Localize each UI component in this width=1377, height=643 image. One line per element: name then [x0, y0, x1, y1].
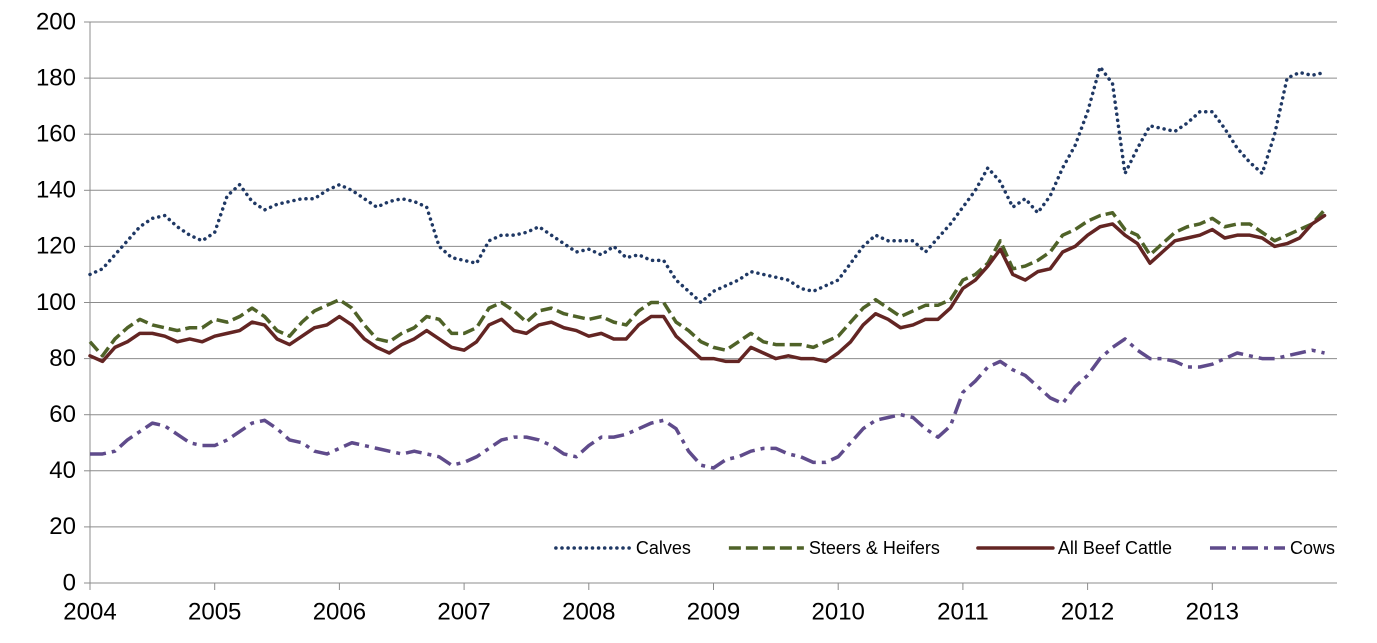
x-tick-label: 2012: [1061, 598, 1114, 625]
series-line: [88, 213, 1327, 364]
legend-item: All Beef Cattle: [976, 538, 1172, 558]
x-tick-label: 2011: [937, 598, 989, 625]
y-tick-label: 40: [49, 457, 76, 484]
y-tick-label: 80: [49, 345, 76, 372]
y-tick-label: 100: [36, 289, 76, 316]
y-tick-label: 200: [36, 8, 76, 35]
legend-label: Cows: [1290, 538, 1335, 558]
y-tick-label: 120: [36, 233, 76, 260]
x-tick-label: 2006: [313, 598, 366, 625]
y-tick-label: 160: [36, 121, 76, 148]
legend-label: Steers & Heifers: [809, 538, 940, 558]
y-tick-label: 180: [36, 64, 76, 91]
x-tick-label: 2008: [562, 598, 615, 625]
series-line: [90, 337, 1325, 470]
y-tick-label: 20: [49, 513, 76, 540]
x-tick-label: 2010: [812, 598, 865, 625]
x-tick-label: 2013: [1186, 598, 1239, 625]
x-tick-label: 2005: [188, 598, 241, 625]
x-tick-label: 2004: [63, 598, 116, 625]
legend-label: Calves: [636, 538, 691, 558]
legend-item: Calves: [554, 538, 691, 558]
y-tick-label: 140: [36, 177, 76, 204]
x-tick-label: 2007: [437, 598, 490, 625]
legend-label: All Beef Cattle: [1058, 538, 1172, 558]
legend-item: Cows: [1209, 538, 1335, 558]
y-tick-label: 0: [63, 569, 76, 596]
legend-item: Steers & Heifers: [728, 538, 940, 558]
x-tick-label: 2009: [687, 598, 740, 625]
y-tick-label: 60: [49, 401, 76, 428]
series-line: [88, 208, 1326, 358]
series-line: [88, 65, 1327, 305]
legend: Calves Steers & Heifers All Beef Cattle Cow…: [554, 538, 1335, 558]
